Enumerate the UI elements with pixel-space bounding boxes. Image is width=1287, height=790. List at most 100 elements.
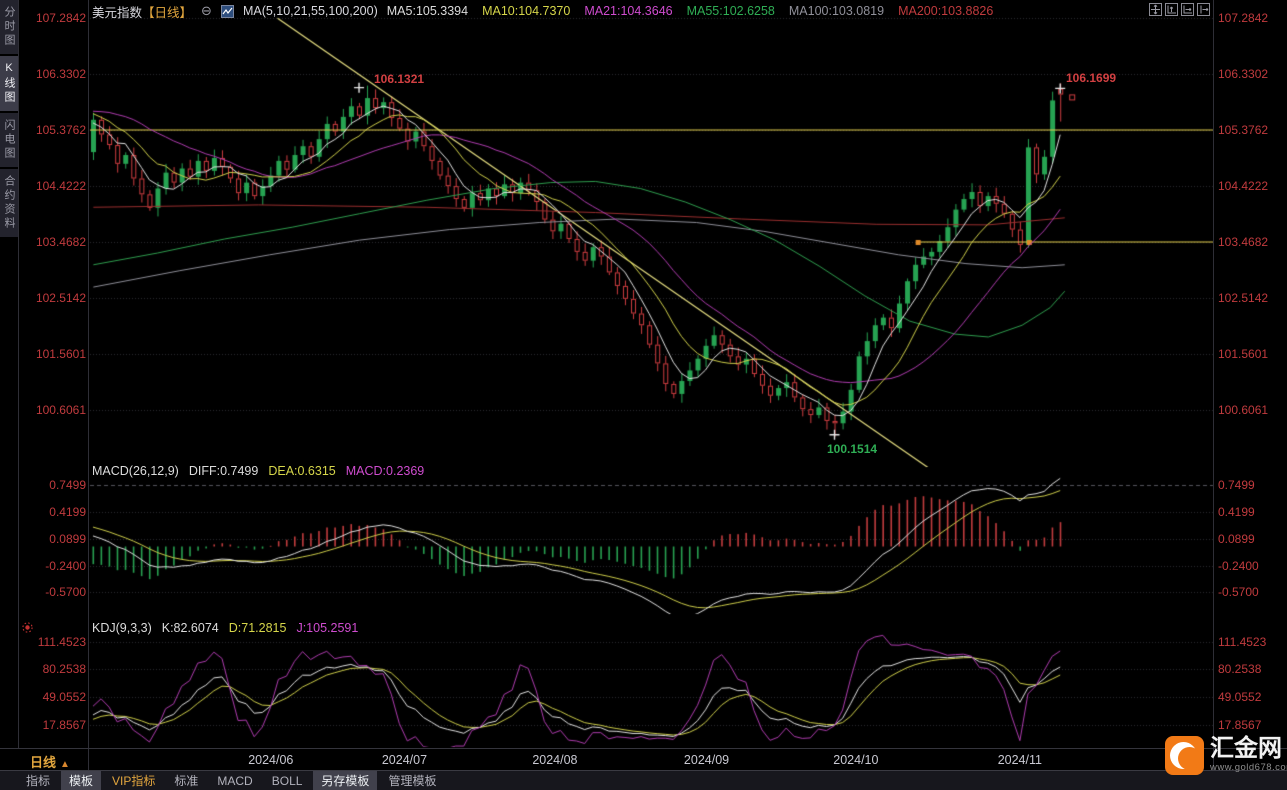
kdj-axis-label-left: 17.8567 (42, 718, 86, 732)
ma-values: MA5:105.3394 MA10:104.7370 MA21:104.3646 MA… (387, 4, 994, 18)
macd-axis-label-left: 0.7499 (49, 478, 86, 492)
macd-axis-label-right: 0.7499 (1218, 478, 1255, 492)
chart-header: 美元指数【日线】 ⊖ MA(5,10,21,55,100,200) MA5:10… (92, 2, 994, 21)
price-axis-label-left: 105.3762 (35, 123, 86, 137)
period-selector-button[interactable]: 日线 ▲ (30, 752, 70, 771)
ma-value-2: MA21:104.3646 (584, 4, 673, 18)
ma-value-0: MA5:105.3394 (386, 4, 469, 18)
xaxis-label-2024/06: 2024/06 (248, 753, 294, 767)
left-axis-divider (88, 0, 89, 770)
macd-axis-label-right: -0.2400 (1218, 559, 1259, 573)
jump-latest-icon[interactable] (1197, 3, 1210, 16)
kdj-panel-header: KDJ(9,3,3) K:82.6074 D:71.2815 J:105.259… (92, 621, 358, 635)
price-axis-label-right: 102.5142 (1218, 291, 1269, 305)
macd-axis-label-right: 0.4199 (1218, 505, 1255, 519)
bottom-tab-BOLL[interactable]: BOLL (271, 773, 303, 788)
ma-value-1: MA10:104.7370 (482, 4, 571, 18)
xaxis-row: 日线 ▲ 2024/06 2024/07 2024/08 2024/09 2024/10 2… (0, 748, 1287, 771)
price-axis-label-left: 102.5142 (35, 291, 86, 305)
kdj-title: KDJ(9,3,3) (92, 621, 152, 635)
macd-panel-header: MACD(26,12,9) DIFF:0.7499 DEA:0.6315 MAC… (92, 464, 424, 478)
price-axis-label-left: 107.2842 (35, 11, 86, 25)
macd-dea-value: DEA:0.6315 (268, 464, 336, 478)
macd-axis-label-left: -0.2400 (45, 559, 86, 573)
sidebar-item-合约资料[interactable]: 合约资料 (0, 169, 18, 237)
sidebar-item-闪电图[interactable]: 闪电图 (0, 113, 18, 167)
kdj-axis-label-left: 49.0552 (42, 690, 86, 704)
price-axis-label-right: 105.3762 (1218, 123, 1269, 137)
sidebar-item-K线图[interactable]: K线图 (0, 56, 18, 111)
right-axis-divider (1213, 0, 1214, 770)
kdj-axis-label-right: 17.8567 (1218, 718, 1262, 732)
kdj-axis-label-right: 80.2538 (1218, 662, 1262, 676)
site-name: 汇金网 (1210, 735, 1282, 762)
price-axis-label-left: 101.5601 (35, 347, 86, 361)
macd-macd-value: MACD:0.2369 (345, 464, 425, 478)
collapse-panel-icon[interactable]: ⊖ (201, 3, 212, 18)
price-axis-label-right: 106.3302 (1218, 67, 1269, 81)
period-badge: 【日线】 (142, 5, 193, 20)
symbol-title: 美元指数【日线】 (92, 2, 192, 21)
period-selector-arrow-icon: ▲ (60, 759, 70, 770)
bottom-tab-管理模板[interactable]: 管理模板 (388, 774, 437, 788)
bottom-tab-另存模板[interactable]: 另存模板 (313, 771, 378, 790)
kdj-j-value: J:105.2591 (296, 621, 359, 635)
ma-params-label: MA(5,10,21,55,100,200) (242, 4, 378, 18)
site-watermark: 汇金网 www.gold678.com (1165, 736, 1287, 775)
price-axis-label-left: 100.6061 (35, 403, 86, 417)
xaxis-label-2024/07: 2024/07 (381, 753, 428, 767)
price-axis-label-right: 107.2842 (1218, 11, 1269, 25)
price-axis-label-right: 101.5601 (1218, 347, 1269, 361)
xaxis-label-2024/08: 2024/08 (532, 753, 578, 767)
price-axis-label-left: 104.4222 (35, 179, 86, 193)
macd-axis-label-left: 0.0899 (49, 532, 86, 546)
macd-axis-label-left: -0.5700 (45, 585, 86, 599)
macd-axis-label-right: -0.5700 (1218, 585, 1259, 599)
bottom-tab-VIP指标[interactable]: VIP指标 (112, 774, 156, 788)
kdj-axis-label-left: 111.4523 (37, 635, 86, 649)
last-high-annotation: 106.1699 (1066, 71, 1117, 85)
scale-y-axis-icon[interactable] (1165, 3, 1178, 16)
kdj-axis-label-left: 80.2538 (42, 662, 86, 676)
first-high-annotation: 106.1321 (374, 72, 425, 86)
kdj-k-value: K:82.6074 (161, 621, 219, 635)
xaxis-label-2024/11: 2024/11 (997, 753, 1042, 767)
macd-axis-label-right: 0.0899 (1218, 532, 1255, 546)
bottom-tab-指标[interactable]: 指标 (26, 774, 51, 788)
site-url: www.gold678.com (1210, 762, 1287, 773)
price-axis-label-right: 103.4682 (1218, 235, 1269, 249)
ma-value-5: MA200:103.8826 (898, 4, 994, 18)
price-axis-label-right: 100.6061 (1218, 403, 1269, 417)
bottom-tab-MACD[interactable]: MACD (217, 773, 253, 788)
chart-type-sidebar: 分时图 K线图闪电图合约资料 (0, 0, 18, 239)
macd-diff-value: DIFF:0.7499 (188, 464, 259, 478)
ma-value-3: MA55:102.6258 (686, 4, 775, 18)
macd-axis-label-left: 0.4199 (49, 505, 86, 519)
kdj-settings-icon[interactable] (21, 621, 34, 639)
xaxis-label-2024/09: 2024/09 (683, 753, 730, 767)
indicator-tabbar: 指标 模板 VIP指标 标准 MACD BOLL 另存模板 管理模板 (0, 770, 1287, 790)
low-annotation: 100.1514 (827, 442, 878, 456)
price-axis-label-right: 104.4222 (1218, 179, 1269, 193)
price-axis-label-left: 106.3302 (35, 67, 86, 81)
ma-indicator-icon[interactable] (220, 4, 234, 18)
kdj-d-value: D:71.2815 (228, 621, 287, 635)
bottom-tab-标准[interactable]: 标准 (174, 774, 199, 788)
sidebar-item-分时图[interactable]: 分时图 (0, 0, 18, 54)
macd-title: MACD(26,12,9) (92, 464, 179, 478)
site-logo-icon (1165, 736, 1204, 775)
xaxis-label-2024/10: 2024/10 (833, 753, 879, 767)
price-axis-label-left: 103.4682 (35, 235, 86, 249)
bottom-tab-模板[interactable]: 模板 (61, 771, 102, 790)
scale-x-axis-icon[interactable] (1181, 3, 1194, 16)
kdj-axis-label-right: 111.4523 (1218, 635, 1267, 649)
period-selector-label: 日线 (30, 755, 57, 770)
chart-toolbar-icons (1149, 3, 1210, 16)
pan-icon[interactable] (1149, 3, 1162, 16)
ma-value-4: MA100:103.0819 (788, 4, 885, 18)
kdj-axis-label-right: 49.0552 (1218, 690, 1262, 704)
symbol-name: 美元指数 (92, 5, 143, 20)
sidebar-divider (18, 0, 19, 748)
